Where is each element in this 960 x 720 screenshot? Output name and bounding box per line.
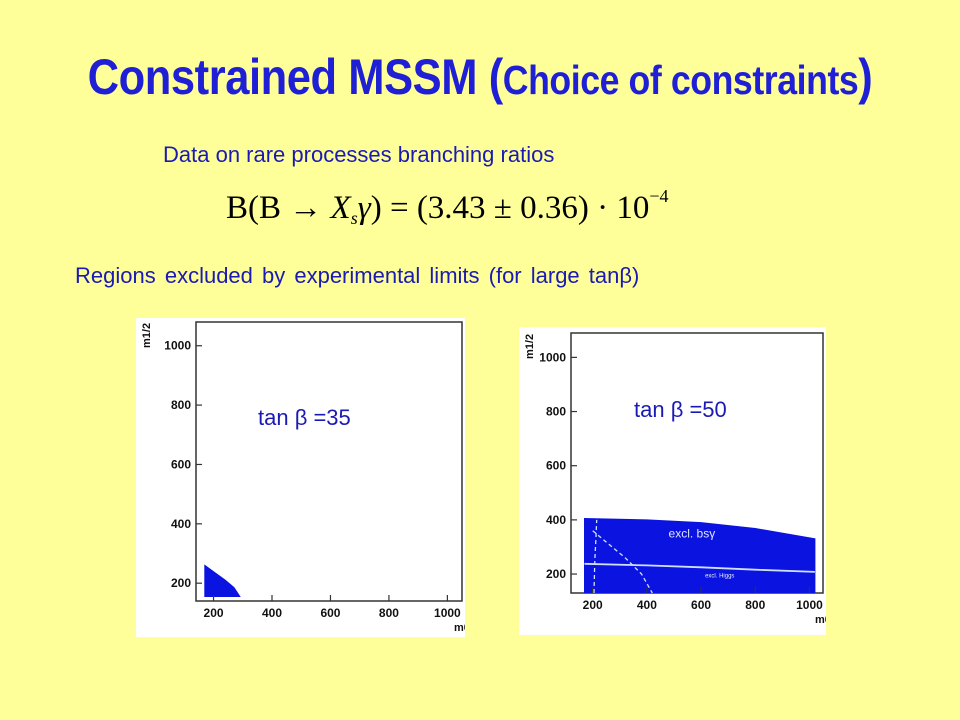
x-axis-label-0: m0 xyxy=(454,622,465,634)
formula-gamma: γ xyxy=(357,190,371,226)
plot-frame xyxy=(195,321,463,602)
x-tick-label-0-1000: 1000 xyxy=(434,606,461,620)
curve-1-2 xyxy=(593,519,598,594)
x-tick-label-0-200: 200 xyxy=(204,606,224,620)
curve-1-0 xyxy=(584,562,815,573)
y-tick-label-1-400: 400 xyxy=(546,513,566,527)
chart-label-tanbeta-35: tan β =35 xyxy=(258,405,351,430)
formula-lhs: B(B xyxy=(226,190,290,226)
title-small: Choice of constraints xyxy=(502,57,859,103)
formula-exponent: −4 xyxy=(649,186,669,206)
x-tick-label-0-800: 800 xyxy=(379,606,399,620)
excluded-region-0 xyxy=(204,564,241,597)
x-tick-label-1-1000: 1000 xyxy=(796,598,823,612)
curve-label-1-0: excl. Higgs xyxy=(705,573,734,579)
x-tick-label-0-600: 600 xyxy=(320,606,340,620)
chart-panel-tanbeta-50: excl. Higgs excl. bsγ 200 400 600 800 1000 200 4… xyxy=(519,327,826,635)
y-tick-label-0-200: 200 xyxy=(171,576,191,590)
y-tick-label-0-1000: 1000 xyxy=(164,339,191,353)
y-axis-label-1: m1/2 xyxy=(524,334,536,359)
formula-sub-s: s xyxy=(350,208,358,228)
y-tick-label-1-800: 800 xyxy=(546,405,566,419)
subtitle: Data on rare processes branching ratios xyxy=(163,142,555,167)
x-tick-label-1-400: 400 xyxy=(637,598,657,612)
y-tick-label-0-400: 400 xyxy=(171,517,191,531)
regions-text: Regions excluded by experimental limits … xyxy=(75,263,640,288)
x-tick-label-1-200: 200 xyxy=(583,598,603,612)
chart-panel-tanbeta-35: 200 400 600 800 1000 200 400 600 800 1000 m0 m1/2 t… xyxy=(136,318,465,637)
chart-tanbeta-35: 200 400 600 800 1000 200 400 600 800 1000 m0 m1/2 xyxy=(141,321,465,634)
chart-label-tanbeta-50: tan β =50 xyxy=(634,397,727,422)
formula-x: X xyxy=(322,190,351,226)
y-tick-label-0-600: 600 xyxy=(171,457,191,471)
curve-1-1 xyxy=(592,530,653,594)
title-main: Constrained MSSM ( xyxy=(87,49,504,105)
x-tick-label-1-800: 800 xyxy=(745,598,765,612)
branching-ratio-formula: B(B → Xsγ) = (3.43 ± 0.36) · 10−4 xyxy=(226,186,669,229)
x-axis-label-1: m0 xyxy=(815,614,826,626)
chart-tanbeta-50: excl. Higgs excl. bsγ 200 400 600 800 1000 200 4… xyxy=(524,332,826,626)
y-axis-label-0: m1/2 xyxy=(141,323,153,348)
x-tick-label-1-600: 600 xyxy=(691,598,711,612)
region-label-1: excl. bsγ xyxy=(669,526,716,540)
formula-rhs: ) = (3.43 ± 0.36) · 10 xyxy=(370,190,650,226)
arrow-icon: → xyxy=(289,190,323,226)
y-tick-label-1-1000: 1000 xyxy=(539,350,566,364)
x-tick-label-0-400: 400 xyxy=(262,606,282,620)
y-tick-label-0-800: 800 xyxy=(171,398,191,412)
slide-title: Constrained MSSM (Choice of constraints) xyxy=(62,48,897,106)
y-tick-label-1-200: 200 xyxy=(546,567,566,581)
title-end: ) xyxy=(858,49,873,105)
y-tick-label-1-600: 600 xyxy=(546,459,566,473)
